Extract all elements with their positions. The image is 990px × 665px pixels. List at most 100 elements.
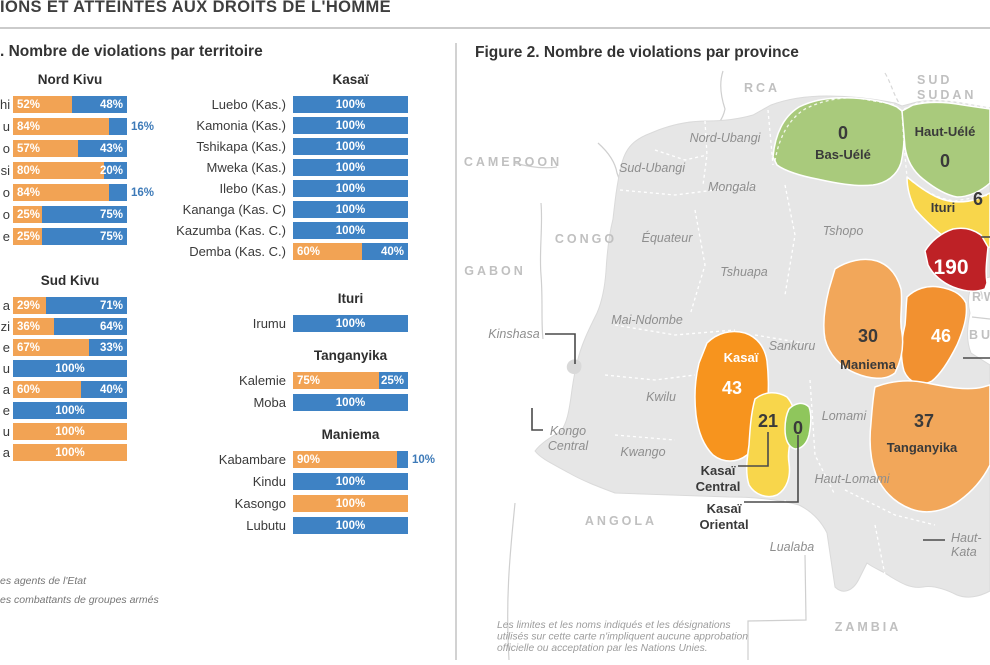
territory-label: Irumu <box>252 316 286 331</box>
territory-row: e 67% 33% <box>0 339 160 356</box>
territory-label: Luebo (Kas.) <box>211 97 286 112</box>
bar-segment-state: 57% <box>13 140 78 157</box>
territory-label: e <box>2 229 10 244</box>
bar-segment-state: 100% <box>13 423 127 440</box>
stacked-bar: 100% <box>293 495 408 512</box>
territory-row: e 100% <box>0 402 160 419</box>
bar-segment-armed: 64% <box>54 318 127 335</box>
map-label-kata: Kata <box>951 545 977 559</box>
territory-row: Irumu 100% <box>163 315 455 332</box>
territory-row: Kindu 100% <box>163 473 455 490</box>
territory-label: Demba (Kas. C.) <box>189 244 286 259</box>
bar-segment-armed: 100% <box>293 473 408 490</box>
bar-segment-state: 80% <box>13 162 105 179</box>
stacked-bar: 100% <box>293 201 408 218</box>
group-header: Sud Kivu <box>40 273 100 288</box>
sud-sudan-border-dashed <box>884 72 900 104</box>
map-label-oriental: Oriental <box>699 517 748 532</box>
figure1-legend: es agents de l'Etat es combattants de gr… <box>0 572 159 610</box>
map-label-sud: SUD <box>917 73 952 87</box>
stacked-bar: 100% <box>293 96 408 113</box>
bar-segment-state: 84% <box>13 118 109 135</box>
stacked-bar: 67% 33% <box>13 339 127 356</box>
territory-label: e <box>2 403 10 418</box>
map-label-central: Central <box>696 479 741 494</box>
map-label--quateur: Équateur <box>642 230 694 245</box>
bar-value-label-outside: 10% <box>412 453 436 466</box>
territory-row: u 100% <box>0 360 160 377</box>
bar-value-label: 80% <box>17 164 41 177</box>
map-label-cameroon: CAMEROON <box>464 155 562 169</box>
map-label-37: 37 <box>914 411 934 431</box>
stacked-bar: 52% 48% <box>13 96 127 113</box>
bar-segment-state: 52% <box>13 96 73 113</box>
bar-value-label: 48% <box>99 98 123 111</box>
bar-value-label: 52% <box>17 98 41 111</box>
province-maniema <box>823 258 904 379</box>
map-label-central: Central <box>548 439 590 453</box>
bar-value-label: 100% <box>335 224 366 237</box>
territory-group: Ituri Irumu 100% <box>163 289 455 337</box>
bar-value-label: 20% <box>99 164 123 177</box>
map-label-bas-u-l-: Bas-Uélé <box>815 147 871 162</box>
territory-row: Kananga (Kas. C) 100% <box>163 201 455 218</box>
territory-label: Lubutu <box>246 518 286 533</box>
map-label-mongala: Mongala <box>708 180 756 194</box>
figure1-title: . Nombre de violations par territoire <box>0 43 263 60</box>
stacked-bar: 57% 43% <box>13 140 127 157</box>
map-label-46: 46 <box>931 326 951 346</box>
territory-label: Ilebo (Kas.) <box>219 181 286 196</box>
bar-segment-state: 67% <box>13 339 90 356</box>
map-label-gabon: GABON <box>464 264 526 278</box>
territory-row: a 100% <box>0 444 160 461</box>
stacked-bar: 84% <box>13 118 127 135</box>
territory-row: Mweka (Kas.) 100% <box>163 159 455 176</box>
territory-label: a <box>2 298 10 313</box>
figure2-title: Figure 2. Nombre de violations par provi… <box>475 44 799 61</box>
territory-row: o 84% 16% <box>0 184 160 201</box>
bar-segment-armed: 75% <box>41 228 127 245</box>
bar-segment-armed: 100% <box>293 201 408 218</box>
map-label-kwango: Kwango <box>620 445 665 459</box>
pointer-kasai-oriental <box>744 435 799 503</box>
title-divider <box>0 27 990 29</box>
bar-segment-state: 36% <box>13 318 55 335</box>
bar-value-label: 90% <box>297 453 321 466</box>
map-label-nord-ubangi: Nord-Ubangi <box>690 131 762 145</box>
territory-group: Maniema Kabambare 90% 10% Kindu 100% Kasongo 10… <box>163 425 455 539</box>
green-region-dashed-borders <box>774 97 990 202</box>
stacked-bar: 29% 71% <box>13 297 127 314</box>
map-label-kwilu: Kwilu <box>646 390 676 404</box>
bar-segment-state: 75% <box>293 372 380 389</box>
bar-segment-armed: 25% <box>379 372 408 389</box>
map-label-tanganyika: Tanganyika <box>887 440 958 455</box>
territory-label: o <box>2 207 10 222</box>
map-label-lomami: Lomami <box>822 409 868 423</box>
map-label-sudan: SUDAN <box>917 88 976 102</box>
map-label-mai-ndombe: Mai-Ndombe <box>611 313 683 327</box>
bar-value-label: 75% <box>297 374 321 387</box>
group-header: Maniema <box>321 427 380 442</box>
kinshasa-city-patch <box>566 359 582 375</box>
bar-value-label: 100% <box>335 317 366 330</box>
bar-value-label-outside: 16% <box>131 186 155 199</box>
pointer-lines <box>531 236 990 541</box>
map-label-0: 0 <box>838 123 848 143</box>
bar-segment-state: 29% <box>13 297 47 314</box>
bar-value-label: 43% <box>99 142 123 155</box>
territory-label: hi <box>0 97 11 112</box>
territory-row: hi 52% 48% <box>0 96 160 113</box>
territory-label: e <box>2 340 10 355</box>
territory-label: Kalemie <box>239 373 286 388</box>
territory-row: u 100% <box>0 423 160 440</box>
stacked-bar: 100% <box>293 138 408 155</box>
bar-value-label: 100% <box>55 446 85 459</box>
map-label-congo: CONGO <box>555 232 617 246</box>
bar-value-label: 100% <box>335 396 366 409</box>
bar-segment-armed: 100% <box>293 315 408 332</box>
province-haut-uele <box>901 101 990 198</box>
stacked-bar: 100% <box>293 517 408 534</box>
bar-segment-armed: 33% <box>89 339 127 356</box>
map-label-30: 30 <box>858 326 878 346</box>
figure1-column-right: Kasaï Luebo (Kas.) 100% Kamonia (Kas.) 100% T… <box>163 35 455 660</box>
